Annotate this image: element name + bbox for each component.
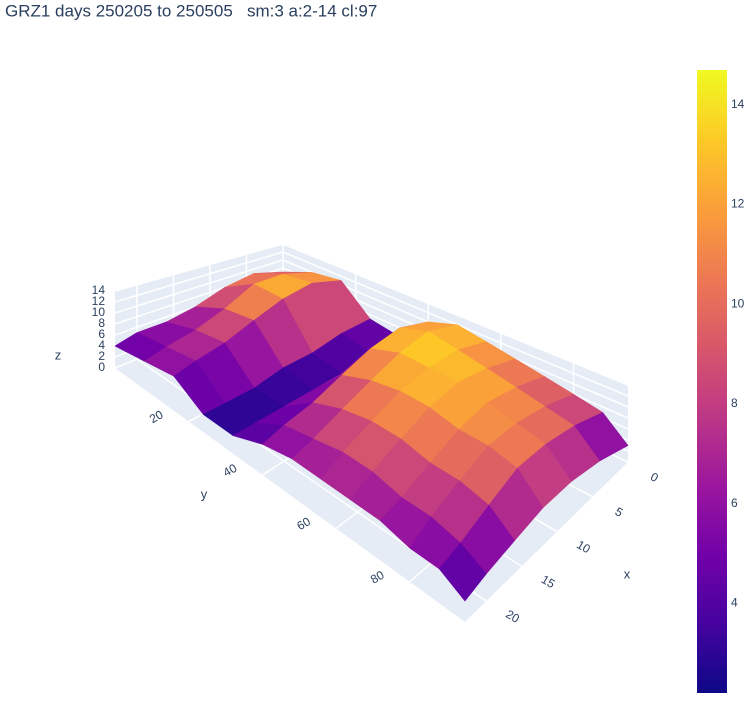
x-tick-label: 10 [574,537,593,556]
grid-line [282,243,629,386]
z-tick-label: 8 [98,316,105,330]
x-tick-label: 5 [613,504,626,520]
grid-line [282,251,629,397]
colorbar [697,70,727,693]
z-tick-label: 10 [92,305,106,319]
y-tick-label: 60 [294,514,313,533]
z-tick-label: 0 [98,360,105,374]
colorbar-tick-label: 14 [731,97,745,111]
x-tick-label: 0 [648,470,661,486]
z-tick-label: 6 [98,327,105,341]
z-tick-label: 2 [98,349,105,363]
y-tick-label: 80 [368,568,387,587]
y-axis-title: y [201,486,208,501]
colorbar-tick-label: 6 [731,496,738,510]
colorbar-tick-label: 12 [731,197,745,211]
y-tick-label: 40 [221,461,240,480]
x-axis-title: x [624,566,631,581]
y-tick-label: 20 [147,407,166,426]
colorbar-tick-label: 4 [731,595,738,609]
grid-line [114,251,284,303]
grid-line [114,243,284,292]
x-tick-label: 20 [503,607,522,626]
x-tick-label: 15 [539,572,558,591]
z-axis-title: z [55,347,62,362]
colorbar-tick-label: 10 [731,296,745,310]
colorbar-tick-label: 8 [731,396,738,410]
z-tick-label: 4 [98,338,105,352]
chart-title: GRZ1 days 250205 to 250505 sm:3 a:2-14 c… [5,1,377,20]
z-tick-label: 12 [92,294,106,308]
grid-line [114,259,284,314]
surface-cell [438,542,487,602]
z-tick-label: 14 [92,283,106,297]
